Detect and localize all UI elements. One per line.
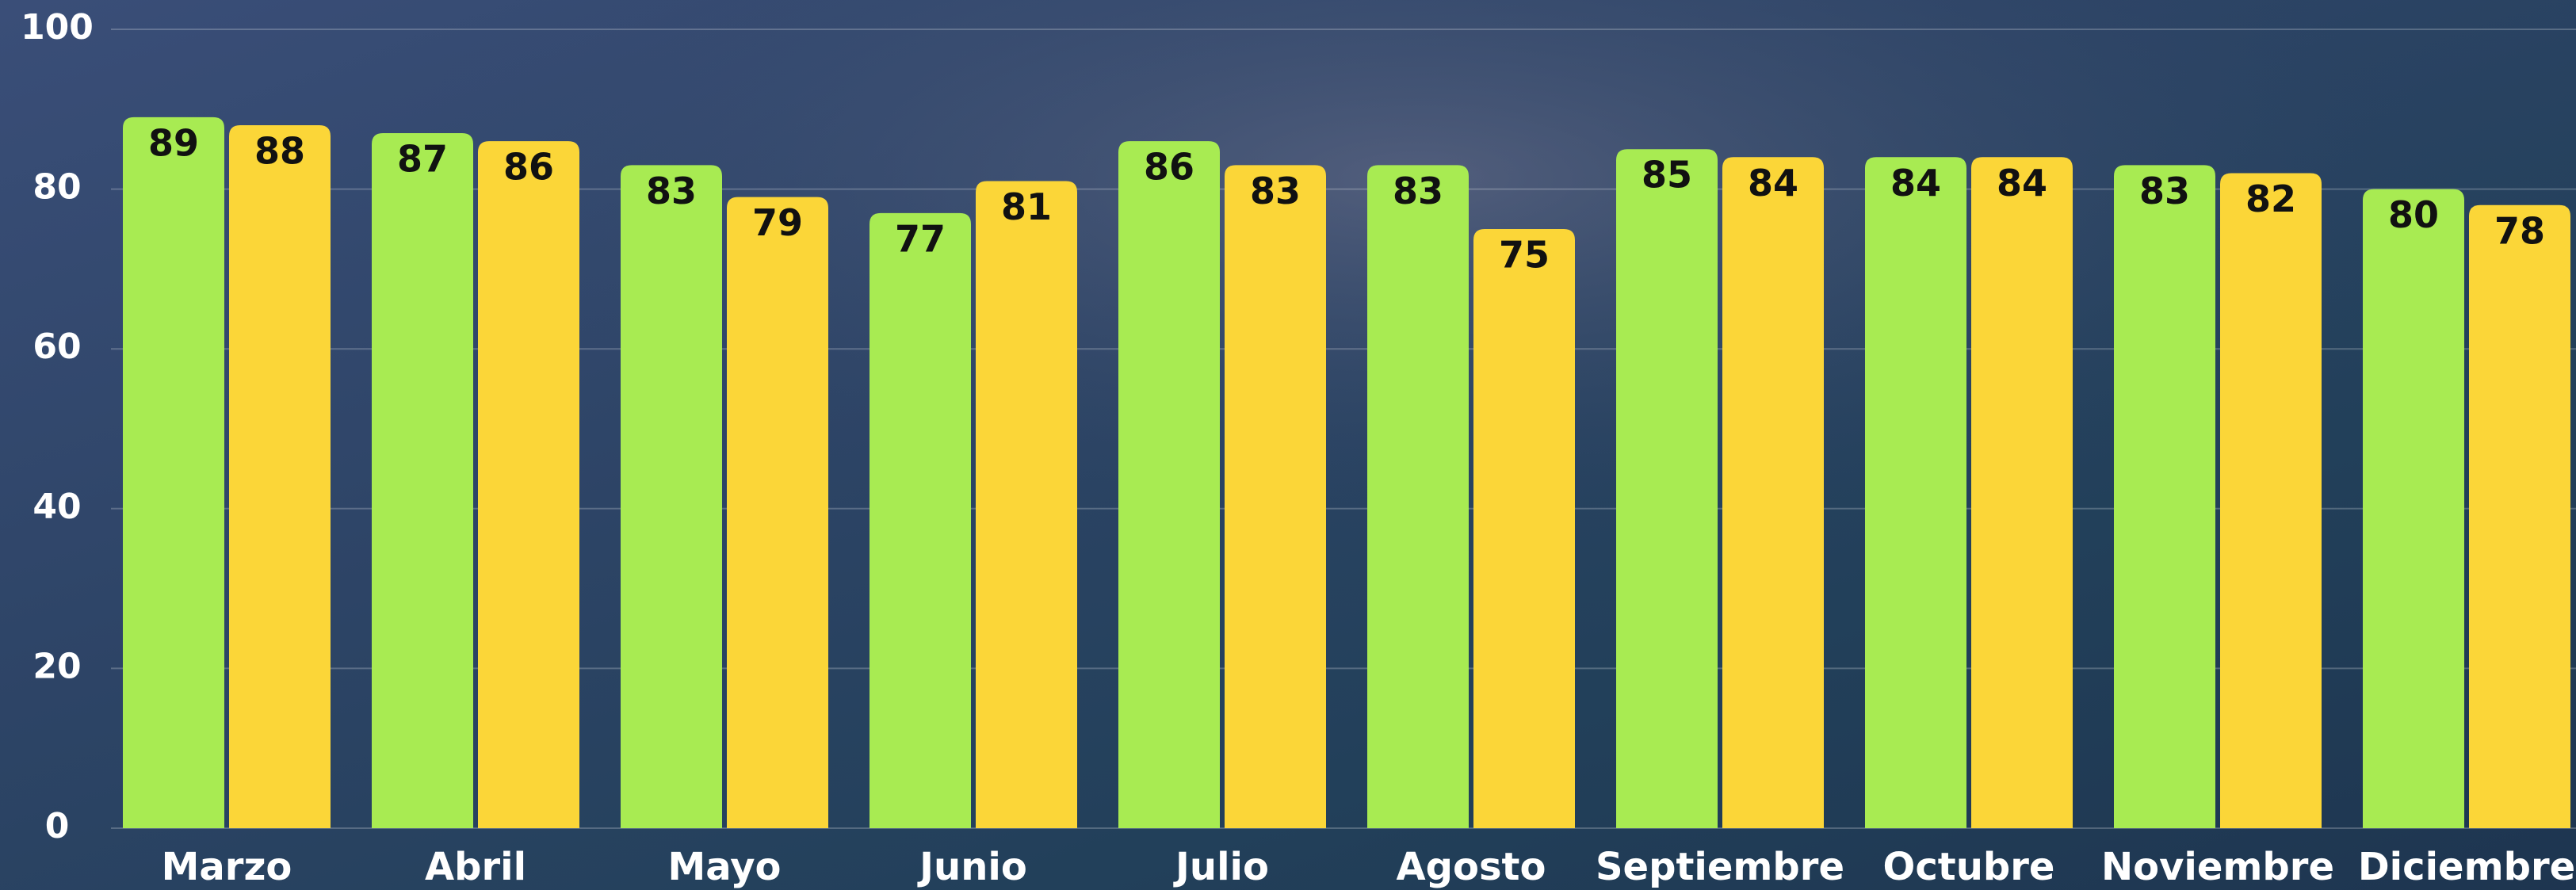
value-label: 86 xyxy=(503,146,554,189)
bar xyxy=(1225,165,1326,828)
value-label: 88 xyxy=(254,129,305,172)
value-label: 81 xyxy=(1001,185,1052,228)
chart: 0 20 40 60 80 100 Marzo 89 88 Abril 87 86 Mayo 83 79 Ju… xyxy=(0,0,2576,890)
x-tick-label: Septiembre xyxy=(1596,845,1844,889)
y-tick-label: 40 xyxy=(32,487,81,527)
bar xyxy=(2114,165,2215,828)
y-tick-label: 20 xyxy=(32,646,81,686)
y-tick-label: 100 xyxy=(21,7,94,48)
bar xyxy=(1473,229,1575,828)
bar xyxy=(1865,157,1966,828)
bar xyxy=(2363,189,2464,828)
x-tick-label: Octubre xyxy=(1883,845,2055,889)
bar xyxy=(2220,173,2322,828)
value-label: 86 xyxy=(1144,146,1194,189)
value-label: 75 xyxy=(1499,234,1550,277)
value-label: 84 xyxy=(1890,162,1941,204)
bar xyxy=(727,197,828,828)
value-label: 87 xyxy=(397,138,448,181)
value-label: 80 xyxy=(2388,193,2439,236)
value-label: 83 xyxy=(2139,170,2190,212)
x-tick-label: Diciembre xyxy=(2358,845,2575,889)
value-label: 83 xyxy=(1250,170,1301,212)
bar xyxy=(1367,165,1469,828)
value-label: 83 xyxy=(1393,170,1443,212)
bar xyxy=(229,125,331,828)
value-label: 85 xyxy=(1642,154,1692,197)
bar xyxy=(621,165,722,828)
value-label: 77 xyxy=(895,217,946,260)
y-tick-label: 0 xyxy=(45,806,70,846)
page: {"chart_data": {"type": "bar", "categori… xyxy=(0,0,2576,890)
x-tick-label: Junio xyxy=(917,845,1027,889)
bar xyxy=(1616,149,1718,828)
value-label: 84 xyxy=(1748,162,1798,204)
y-tick-label: 80 xyxy=(32,167,81,208)
x-tick-label: Agosto xyxy=(1397,845,1546,889)
x-tick-label: Julio xyxy=(1173,845,1269,889)
bar xyxy=(1971,157,2073,828)
bar xyxy=(1722,157,1824,828)
bar xyxy=(976,181,1077,828)
y-tick-label: 60 xyxy=(32,327,81,367)
value-label: 84 xyxy=(1997,162,2047,204)
bar xyxy=(2469,205,2570,828)
bar xyxy=(123,117,224,828)
bar xyxy=(1118,141,1220,828)
x-tick-label: Marzo xyxy=(162,845,292,889)
bar xyxy=(478,141,579,828)
value-label: 89 xyxy=(148,121,199,164)
value-label: 82 xyxy=(2245,178,2296,220)
x-tick-label: Abril xyxy=(425,845,526,889)
x-tick-label: Noviembre xyxy=(2101,845,2334,889)
bar xyxy=(869,213,971,828)
value-label: 78 xyxy=(2494,209,2545,252)
value-label: 79 xyxy=(752,201,803,244)
x-tick-label: Mayo xyxy=(668,845,782,889)
value-label: 83 xyxy=(646,170,697,212)
bar xyxy=(372,133,473,828)
